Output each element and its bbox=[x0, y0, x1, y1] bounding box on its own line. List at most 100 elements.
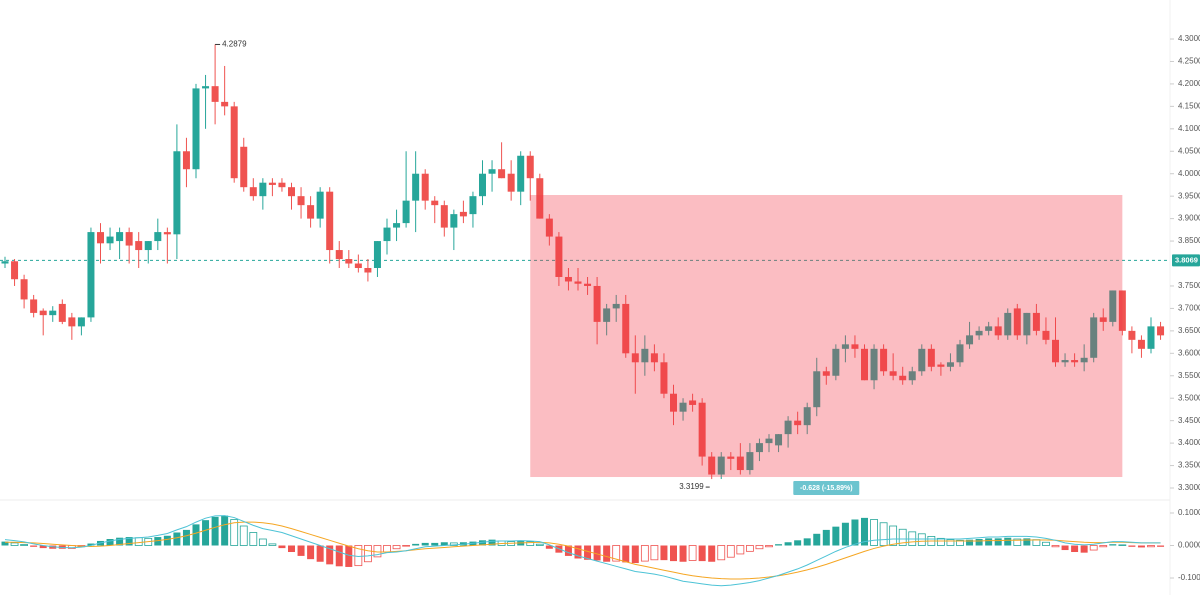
histogram-bar bbox=[202, 520, 210, 546]
price-tag-bg bbox=[1172, 254, 1200, 267]
histogram-bar bbox=[746, 545, 754, 552]
y-tick-label: 3.7000 bbox=[1178, 304, 1200, 313]
candle-body bbox=[564, 276, 572, 282]
histogram-bar bbox=[1137, 545, 1145, 548]
histogram-bar bbox=[698, 545, 706, 562]
histogram-bar bbox=[946, 539, 955, 546]
histogram-bar bbox=[631, 545, 639, 564]
histogram-bar bbox=[726, 545, 735, 558]
y-tick-label: 3.4500 bbox=[1178, 416, 1200, 425]
candle-body bbox=[822, 371, 830, 376]
histogram-bar bbox=[278, 545, 286, 549]
candle-body bbox=[918, 348, 926, 372]
candle-body bbox=[297, 196, 305, 206]
candle-body bbox=[182, 151, 190, 170]
histogram-bar bbox=[1147, 545, 1155, 548]
candle-body bbox=[1032, 312, 1040, 331]
candle-body bbox=[173, 151, 181, 235]
candle-body bbox=[584, 283, 592, 286]
candle-body bbox=[39, 310, 47, 316]
histogram-bar bbox=[1, 541, 9, 546]
histogram-bar bbox=[154, 537, 162, 546]
histogram-bar bbox=[221, 515, 229, 546]
histogram-bar bbox=[755, 545, 764, 550]
y-tick-label: 3.3000 bbox=[1178, 483, 1200, 492]
histogram-bar bbox=[20, 544, 29, 546]
histogram-bar bbox=[708, 545, 716, 562]
histogram-bar bbox=[106, 539, 114, 546]
candle-body bbox=[889, 371, 897, 376]
candle-body bbox=[1023, 312, 1031, 336]
histogram-bar bbox=[39, 545, 47, 549]
candle-body bbox=[479, 173, 486, 197]
candle-body bbox=[517, 155, 525, 192]
candle-body bbox=[77, 317, 85, 327]
y-tick-label: 0.0000 bbox=[1178, 541, 1200, 550]
candle-body bbox=[221, 101, 229, 107]
candle-body bbox=[784, 420, 792, 435]
histogram-bar bbox=[975, 539, 983, 546]
candle-body bbox=[116, 232, 124, 242]
candle-body bbox=[641, 348, 649, 363]
histogram-bar bbox=[173, 532, 181, 546]
candle-body bbox=[498, 169, 506, 179]
candle-body bbox=[1004, 312, 1012, 336]
histogram-bar bbox=[593, 545, 601, 561]
candle-body bbox=[364, 268, 372, 273]
candle-body bbox=[259, 182, 267, 197]
y-tick-label: 4.0000 bbox=[1178, 169, 1200, 178]
histogram-bar bbox=[832, 526, 840, 546]
measure-label: -0.628 (-15.89%) bbox=[800, 485, 853, 492]
candle-body bbox=[612, 303, 620, 309]
candle-body bbox=[803, 407, 811, 426]
histogram-bar bbox=[230, 519, 239, 546]
histogram-bar bbox=[30, 545, 38, 547]
histogram-bar bbox=[249, 532, 258, 546]
histogram-bar bbox=[870, 519, 878, 546]
histogram-bar bbox=[985, 538, 993, 546]
candle-body bbox=[316, 191, 324, 219]
y-tick-label: 3.3500 bbox=[1178, 461, 1200, 470]
candle-body bbox=[383, 227, 391, 242]
y-tick-label: 3.8500 bbox=[1178, 236, 1200, 245]
candle-body bbox=[211, 86, 219, 102]
y-tick-label: 4.3000 bbox=[1178, 34, 1200, 43]
candle-body bbox=[431, 200, 439, 206]
y-tick-label: 3.6000 bbox=[1178, 348, 1200, 357]
histogram-bar bbox=[640, 545, 649, 562]
candle-body bbox=[240, 146, 248, 188]
histogram-bar bbox=[116, 537, 124, 546]
candle-body bbox=[421, 173, 429, 201]
candle-body bbox=[832, 348, 840, 376]
candle-body bbox=[966, 335, 974, 345]
candle-body bbox=[526, 155, 534, 179]
candle-body bbox=[1061, 360, 1069, 363]
histogram-bar bbox=[1099, 545, 1108, 548]
histogram-bar bbox=[1071, 545, 1079, 553]
histogram-bar bbox=[688, 545, 697, 561]
histogram-bar bbox=[994, 538, 1002, 546]
candle-body bbox=[288, 187, 295, 197]
candle-body bbox=[440, 205, 448, 228]
histogram-bar bbox=[345, 545, 353, 567]
candle-body bbox=[603, 308, 611, 322]
histogram-bar bbox=[1004, 537, 1012, 546]
candle-body bbox=[717, 456, 725, 475]
y-tick-label: 4.2000 bbox=[1178, 79, 1200, 88]
candle-body bbox=[1090, 317, 1098, 358]
histogram-bar bbox=[1109, 544, 1117, 546]
histogram-bar bbox=[1032, 539, 1041, 546]
candle-body bbox=[1118, 290, 1126, 331]
candle-body bbox=[536, 178, 544, 219]
candle-body bbox=[450, 214, 458, 228]
histogram-bar bbox=[879, 522, 888, 546]
histogram-bar bbox=[851, 519, 859, 546]
histogram-bar bbox=[526, 541, 535, 546]
candle-body bbox=[946, 362, 954, 367]
histogram-bar bbox=[956, 539, 964, 546]
candle-body bbox=[459, 211, 467, 217]
y-tick-label: 4.1500 bbox=[1178, 101, 1200, 110]
histogram-bar bbox=[717, 545, 726, 561]
histogram-bar bbox=[440, 542, 448, 546]
